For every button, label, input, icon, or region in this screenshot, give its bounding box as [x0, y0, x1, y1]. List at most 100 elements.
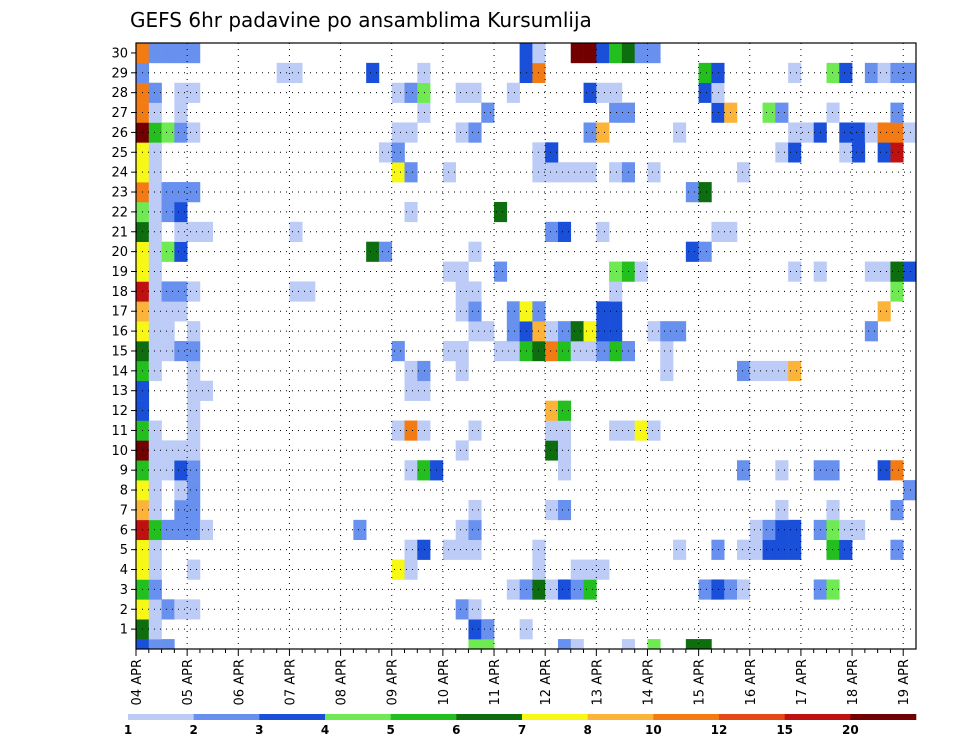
- y-tick-label: 20: [111, 245, 128, 260]
- heatmap-cell: [826, 460, 840, 481]
- heatmap-cell: [417, 420, 431, 441]
- heatmap-cell: [148, 579, 162, 600]
- heatmap-cell: [187, 281, 201, 302]
- heatmap-cell: [148, 499, 162, 521]
- colorbar-label: 7: [518, 723, 526, 737]
- heatmap-cell: [148, 102, 162, 123]
- heatmap-cell: [455, 122, 469, 143]
- heatmap-cell: [864, 321, 878, 342]
- heatmap-cell: [762, 519, 776, 541]
- heatmap-cell: [532, 43, 546, 64]
- heatmap-cell: [174, 201, 188, 223]
- x-tick-label: 19 APR: [897, 659, 912, 705]
- heatmap-cell: [174, 341, 188, 362]
- y-tick-label: 9: [120, 464, 128, 479]
- colorbar-label: 2: [189, 723, 197, 737]
- heatmap-cell: [417, 539, 431, 560]
- heatmap-cell: [187, 380, 201, 401]
- y-tick-label: 26: [111, 126, 128, 141]
- heatmap-cell: [775, 519, 789, 541]
- heatmap-cell: [890, 261, 904, 282]
- colorbar-swatch: [259, 714, 326, 720]
- heatmap-cell: [187, 341, 201, 362]
- heatmap-cells: [136, 43, 917, 650]
- heatmap-cell: [839, 519, 853, 541]
- heatmap-cell: [391, 341, 405, 362]
- heatmap-cell: [570, 43, 584, 64]
- colorbar-swatch: [784, 714, 851, 720]
- heatmap-cell: [148, 360, 162, 382]
- heatmap-cell: [519, 43, 533, 64]
- heatmap-cell: [174, 281, 188, 302]
- colorbar-swatch: [193, 714, 260, 720]
- heatmap-cell: [468, 619, 482, 640]
- heatmap-cell: [609, 102, 623, 123]
- heatmap-cell: [148, 539, 162, 560]
- y-tick-label: 29: [111, 66, 128, 81]
- heatmap-cell: [609, 420, 623, 441]
- heatmap-cell: [174, 460, 188, 481]
- colorbar-label: 5: [386, 723, 394, 737]
- heatmap-cell: [506, 579, 520, 600]
- x-tick-label: 11 APR: [488, 659, 503, 705]
- heatmap-cell: [826, 102, 840, 123]
- heatmap-cell: [187, 440, 201, 461]
- heatmap-cell: [481, 639, 495, 650]
- heatmap-cell: [826, 499, 840, 521]
- heatmap-cell: [826, 539, 840, 560]
- heatmap-cell: [494, 261, 508, 282]
- heatmap-cell: [557, 639, 572, 650]
- heatmap-cell: [417, 360, 431, 382]
- y-tick-label: 8: [120, 484, 128, 499]
- heatmap-cell: [148, 301, 162, 322]
- colorbar-swatch: [719, 714, 785, 720]
- heatmap-cell: [557, 440, 572, 461]
- heatmap-cell: [890, 499, 904, 521]
- heatmap-cell: [826, 62, 840, 84]
- heatmap-cell: [609, 281, 623, 302]
- heatmap-cell: [468, 539, 482, 560]
- heatmap-cell: [187, 460, 201, 481]
- heatmap-cell: [455, 440, 469, 461]
- heatmap-cell: [711, 579, 725, 600]
- heatmap-cell: [161, 440, 175, 461]
- heatmap-cell: [826, 579, 840, 600]
- y-tick-label: 25: [111, 146, 128, 161]
- heatmap-cell: [174, 221, 188, 242]
- heatmap-cell: [148, 82, 162, 103]
- heatmap-cell: [174, 241, 188, 262]
- heatmap-cell: [545, 420, 559, 441]
- colorbar-label: 4: [321, 723, 329, 737]
- heatmap-cell: [839, 142, 853, 163]
- y-tick-label: 18: [111, 285, 128, 300]
- y-tick-label: 14: [111, 364, 128, 379]
- heatmap-cell: [506, 321, 520, 342]
- heatmap-cell: [609, 321, 623, 342]
- x-tick-label: 12 APR: [539, 659, 554, 705]
- x-tick-label: 18 APR: [846, 659, 861, 705]
- heatmap-cell: [161, 321, 175, 342]
- heatmap-cell: [148, 519, 162, 541]
- heatmap-cell: [788, 519, 802, 541]
- y-tick-label: 10: [111, 444, 128, 459]
- heatmap-cell: [391, 420, 405, 441]
- heatmap-cell: [903, 122, 917, 143]
- colorbar-swatch: [325, 714, 391, 720]
- heatmap-cell: [442, 162, 456, 183]
- heatmap-cell: [353, 519, 367, 541]
- heatmap-cell: [877, 142, 891, 163]
- heatmap-cell: [557, 579, 572, 600]
- heatmap-cell: [199, 519, 214, 541]
- heatmap-cell: [557, 420, 572, 441]
- heatmap-cell: [736, 360, 751, 382]
- heatmap-cell: [148, 261, 162, 282]
- heatmap-cell: [187, 122, 201, 143]
- heatmap-cell: [698, 182, 712, 203]
- heatmap-cell: [404, 559, 418, 580]
- colorbar-swatch: [653, 714, 720, 720]
- heatmap-cell: [187, 559, 201, 580]
- heatmap-cell: [903, 261, 917, 282]
- heatmap-cell: [583, 559, 597, 580]
- heatmap-cell: [890, 539, 904, 560]
- y-tick-label: 28: [111, 86, 128, 101]
